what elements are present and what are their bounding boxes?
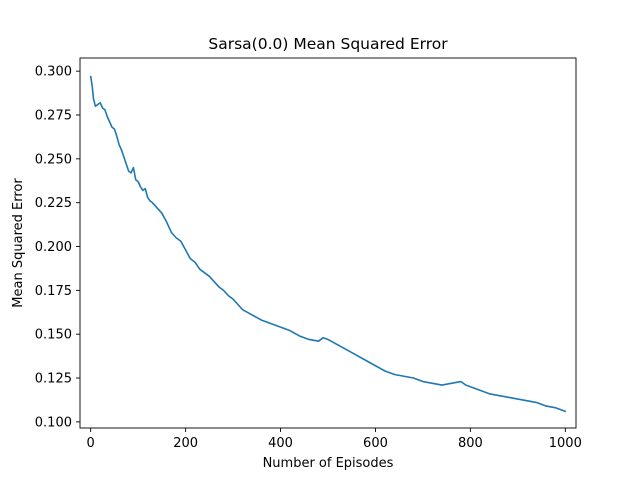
y-tick-label: 0.225: [35, 196, 72, 211]
plot-area: [79, 57, 577, 429]
plot-frame: [79, 57, 577, 429]
y-axis-ticks: 0.100 0.125 0.150 0.175 0.200 0.225 0.250 0.275…: [35, 65, 80, 430]
x-tick-label: 800: [458, 436, 483, 451]
y-axis-label: Mean Squared Error: [11, 178, 26, 308]
x-axis-label: Number of Episodes: [263, 456, 394, 471]
x-tick-label: 0: [87, 436, 95, 451]
y-tick-label: 0.275: [35, 108, 72, 123]
x-tick-label: 200: [173, 436, 198, 451]
y-tick-label: 0.250: [35, 152, 72, 167]
y-tick-label: 0.100: [35, 415, 72, 430]
y-tick-label: 0.125: [35, 372, 72, 387]
x-tick-label: 1000: [549, 436, 582, 451]
x-tick-label: 400: [268, 436, 293, 451]
series-line: [89, 75, 567, 413]
chart-title: Sarsa(0.0) Mean Squared Error: [208, 35, 448, 53]
y-tick-label: 0.200: [35, 240, 72, 255]
y-tick-label: 0.175: [35, 284, 72, 299]
y-tick-label: 0.300: [35, 65, 72, 80]
x-axis-ticks: 0 200 400 600 800 1000: [87, 428, 582, 451]
y-tick-label: 0.150: [35, 328, 72, 343]
x-tick-label: 600: [363, 436, 388, 451]
